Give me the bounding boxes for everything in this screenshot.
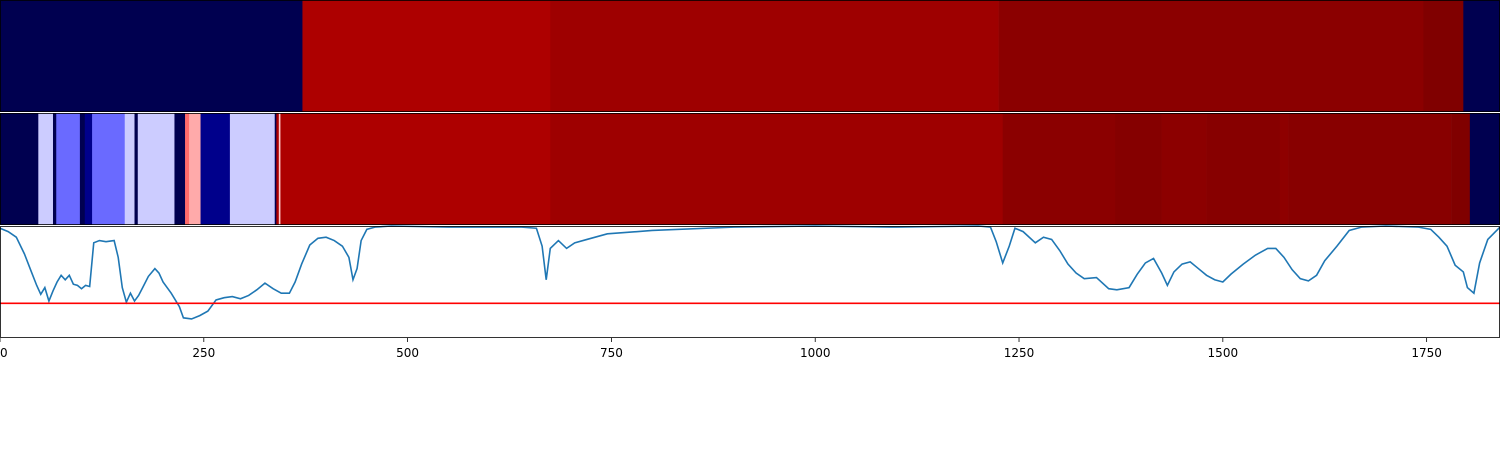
heatmap-cell-0-2 xyxy=(550,0,999,112)
x-tick-label: 750 xyxy=(600,346,623,360)
heatmap-cell-1-17 xyxy=(278,113,281,225)
heatmap-row-top xyxy=(0,0,1500,112)
heatmap-cell-1-12 xyxy=(189,113,201,225)
heatmap-cell-1-18 xyxy=(280,113,551,225)
x-tick-label: 1000 xyxy=(800,346,831,360)
heatmap-cell-0-1 xyxy=(302,0,551,112)
heatmap-cell-1-1 xyxy=(38,113,54,225)
heatmap-cell-1-22 xyxy=(1161,113,1207,225)
line-panel xyxy=(0,225,1500,338)
heatmap-cell-1-5 xyxy=(84,113,93,225)
heatmap-cell-0-3 xyxy=(998,0,1424,112)
heatmap-cell-1-23 xyxy=(1206,113,1281,225)
heatmap-cell-1-13 xyxy=(200,113,231,225)
x-tick-label: 250 xyxy=(192,346,215,360)
series-line xyxy=(0,225,1500,320)
x-axis: 0 250 500 750 1000 1250 1500 1750 xyxy=(0,338,1442,360)
line-panel-background xyxy=(0,226,1500,338)
heatmap-cell-1-0 xyxy=(0,113,39,225)
x-tick-label: 1750 xyxy=(1411,346,1442,360)
heatmap-cell-1-11 xyxy=(185,113,190,225)
heatmap-cell-1-9 xyxy=(137,113,175,225)
heatmap-cell-1-2 xyxy=(52,113,57,225)
x-tick-label: 1500 xyxy=(1208,346,1239,360)
heatmap-cell-1-7 xyxy=(124,113,135,225)
heatmap-cell-1-4 xyxy=(79,113,86,225)
heatmap-cell-1-19 xyxy=(550,113,1004,225)
heatmap-cell-1-26 xyxy=(1451,113,1471,225)
heatmap-cell-1-3 xyxy=(56,113,81,225)
heatmap-cell-1-14 xyxy=(229,113,276,225)
heatmap-cell-1-16 xyxy=(276,113,280,225)
heatmap-cell-0-5 xyxy=(1463,0,1500,112)
heatmap-cell-1-10 xyxy=(174,113,186,225)
x-tick-label: 0 xyxy=(0,346,8,360)
heatmap-cell-1-24 xyxy=(1279,113,1289,225)
x-tick-label: 500 xyxy=(396,346,419,360)
heatmap-cell-1-21 xyxy=(1115,113,1162,225)
heatmap-cell-1-27 xyxy=(1469,113,1475,225)
heatmap-cell-1-15 xyxy=(274,113,277,225)
heatmap-cell-1-25 xyxy=(1288,113,1452,225)
heatmap-cell-1-6 xyxy=(92,113,126,225)
heatmap-cell-0-4 xyxy=(1423,0,1464,112)
x-tick-label: 1250 xyxy=(1004,346,1035,360)
heatmap-cell-1-20 xyxy=(1002,113,1116,225)
heatmap-cell-1-8 xyxy=(134,113,139,225)
heatmap-row-middle xyxy=(0,113,1500,225)
heatmap-cell-1-28 xyxy=(1473,113,1500,225)
heatmap-cell-0-0 xyxy=(0,0,303,112)
